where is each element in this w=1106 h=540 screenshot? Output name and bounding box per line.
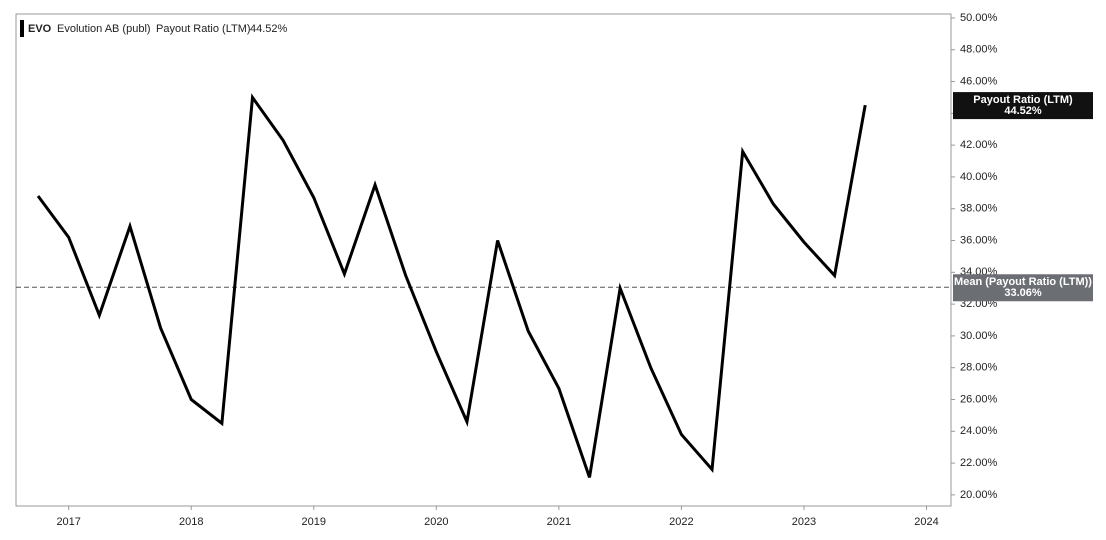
legend-swatch — [20, 20, 24, 37]
x-tick-label: 2018 — [179, 516, 203, 528]
mean-box — [953, 274, 1093, 302]
last-value-label: 44.52% — [1004, 105, 1042, 117]
y-tick-label: 50.00% — [960, 12, 998, 24]
x-tick-label: 2023 — [792, 516, 816, 528]
legend-series: Payout Ratio (LTM) — [156, 23, 251, 35]
x-tick-label: 2019 — [302, 516, 326, 528]
y-tick-label: 46.00% — [960, 75, 998, 87]
y-tick-label: 26.00% — [960, 393, 998, 405]
y-tick-label: 40.00% — [960, 171, 998, 183]
y-tick-label: 36.00% — [960, 234, 998, 246]
plot-frame — [15, 13, 952, 507]
y-tick-label: 20.00% — [960, 489, 998, 501]
last-value-name: Payout Ratio (LTM) — [973, 94, 1073, 106]
x-tick-label: 2020 — [424, 516, 448, 528]
y-tick-label: 30.00% — [960, 330, 998, 342]
last-value-box — [953, 92, 1093, 120]
y-tick-label: 22.00% — [960, 457, 998, 469]
legend-company: Evolution AB (publ) — [57, 23, 151, 35]
mean-box-value: 33.06% — [1004, 287, 1042, 299]
x-tick-label: 2024 — [914, 516, 938, 528]
mean-box-name: Mean (Payout Ratio (LTM)) — [954, 276, 1092, 288]
line-series — [36, 93, 867, 478]
x-tick-label: 2022 — [669, 516, 693, 528]
y-tick-label: 28.00% — [960, 362, 998, 374]
y-tick-label: 42.00% — [960, 139, 998, 151]
y-tick-label: 24.00% — [960, 425, 998, 437]
legend-ticker: EVO — [28, 23, 52, 35]
x-tick-label: 2021 — [547, 516, 571, 528]
y-tick-label: 38.00% — [960, 203, 998, 215]
legend-value: 44.52% — [250, 23, 288, 35]
x-tick-label: 2017 — [56, 516, 80, 528]
y-tick-label: 48.00% — [960, 44, 998, 56]
